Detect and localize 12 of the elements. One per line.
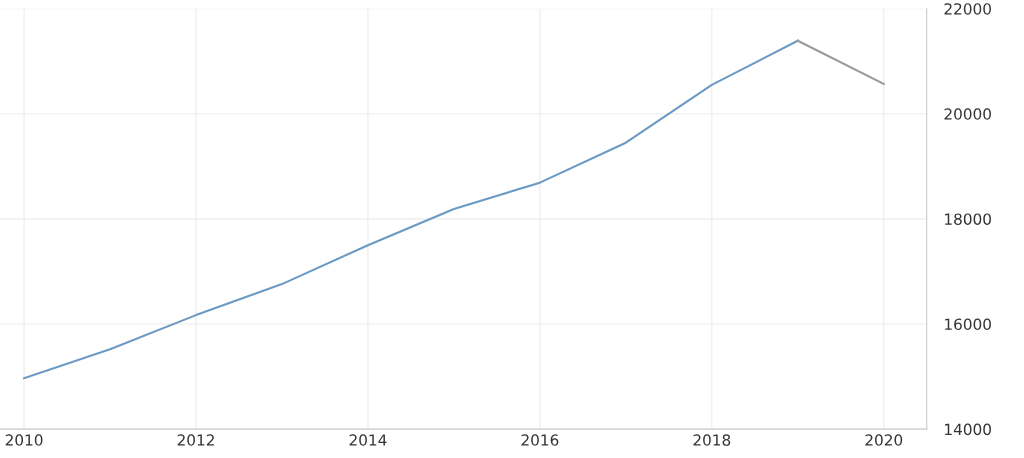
y-tick-label: 14000 (945, 423, 991, 436)
x-tick-label: 2010 (5, 434, 43, 446)
y-tick-label: 18000 (945, 213, 991, 225)
x-tick-label: 2016 (521, 434, 559, 446)
x-tick-label: 2018 (693, 434, 731, 446)
line-series (23, 39, 799, 380)
y-tick-label: 20000 (944, 108, 991, 120)
x-tick-label: 2014 (349, 434, 387, 446)
y-tick-label: 16000 (945, 318, 991, 331)
y-tick-label: 22000 (944, 3, 991, 15)
x-tick-label: 2012 (177, 434, 214, 446)
x-tick-label: 2020 (865, 434, 903, 446)
